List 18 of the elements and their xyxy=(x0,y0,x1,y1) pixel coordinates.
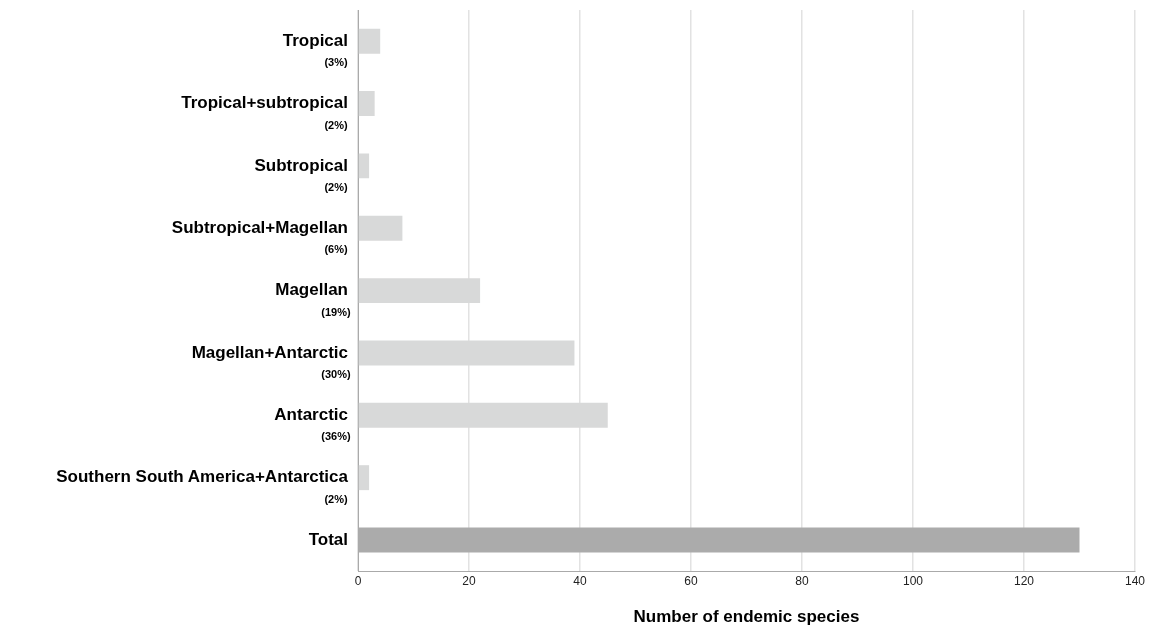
x-axis-title: Number of endemic species xyxy=(633,607,860,627)
x-tick-label: 120 xyxy=(1013,573,1035,588)
x-tick-label: 80 xyxy=(795,573,809,588)
x-tick-label: 20 xyxy=(462,573,476,588)
x-tick-label: 140 xyxy=(1124,573,1146,588)
x-tick-label: 100 xyxy=(902,573,924,588)
y-tick-label: Antarctic (36%) xyxy=(274,405,352,443)
y-tick-label: Southern South America+Antarctica (2%) xyxy=(56,467,349,505)
y-tick-label: Magellan+Antarctic (30%) xyxy=(191,342,352,380)
x-tick-label: 0 xyxy=(354,573,362,588)
y-tick-label: Subtropical+Magellan (6%) xyxy=(171,217,348,256)
y-tick-label: Total xyxy=(308,529,348,549)
x-tick-label: 40 xyxy=(573,573,587,588)
x-tick-label: 60 xyxy=(684,573,698,588)
y-tick-label: Tropical (3%) xyxy=(282,30,348,69)
y-tick-label: Magellan (19%) xyxy=(275,280,352,318)
y-tick-label: Tropical+subtropical (2%) xyxy=(181,93,348,131)
y-tick-label: Subtropical (2%) xyxy=(254,155,348,193)
